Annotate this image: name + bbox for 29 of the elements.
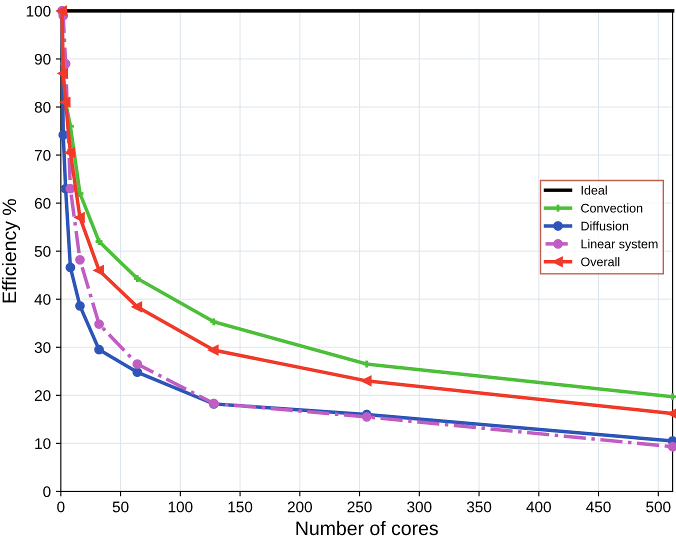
x-tick-label: 500 xyxy=(646,502,670,512)
x-tick-label: 150 xyxy=(228,502,252,512)
y-tick-label: 40 xyxy=(34,294,51,305)
y-tick-label: 10 xyxy=(35,438,51,450)
y-tick-label: 100 xyxy=(26,6,51,17)
x-tick-label: 250 xyxy=(348,502,372,512)
y-tick-label: 50 xyxy=(34,246,51,257)
x-tick-label: 350 xyxy=(466,502,492,512)
legend-label: Overall xyxy=(581,257,620,266)
y-tick-label: 30 xyxy=(34,342,51,353)
y-tick-label: 20 xyxy=(34,390,51,401)
legend-label: Convection xyxy=(581,203,642,213)
y-tick-label: 90 xyxy=(34,54,51,65)
x-tick-label: 200 xyxy=(288,502,312,512)
x-tick-label: 400 xyxy=(526,502,551,512)
y-axis-title: Efficiency % xyxy=(2,199,20,302)
x-tick-label: 50 xyxy=(112,502,128,512)
x-tick-label: 100 xyxy=(168,502,192,512)
legend-label: Ideal xyxy=(582,186,607,195)
x-tick-label: 0 xyxy=(57,502,64,512)
y-tick-label: 0 xyxy=(43,486,51,498)
legend-label: Diffusion xyxy=(582,221,628,230)
y-tick-label: 60 xyxy=(34,198,51,209)
y-tick-label: 70 xyxy=(34,150,51,161)
y-tick-label: 80 xyxy=(34,102,51,113)
x-axis-title: Number of cores xyxy=(296,520,438,536)
x-tick-label: 300 xyxy=(407,502,432,512)
legend-label: Linear system xyxy=(582,239,658,251)
x-tick-label: 450 xyxy=(586,502,611,512)
